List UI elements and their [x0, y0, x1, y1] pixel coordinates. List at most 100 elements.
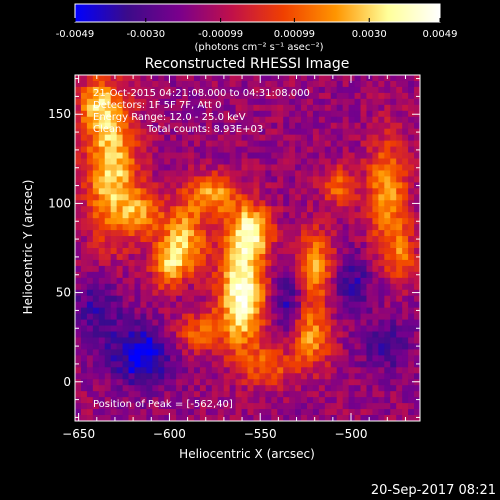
heatmap-cell	[211, 110, 219, 118]
heatmap-cell	[277, 289, 284, 297]
heatmap-cell	[86, 128, 94, 136]
heatmap-cell	[301, 212, 308, 219]
heatmap-cell	[211, 349, 219, 356]
heatmap-cell	[306, 200, 314, 207]
heatmap-cell	[211, 134, 219, 142]
heatmap-cell	[259, 182, 266, 189]
heatmap-cell	[205, 230, 213, 237]
heatmap-cell	[277, 242, 284, 249]
heatmap-cell	[390, 152, 397, 160]
heatmap-cell	[402, 224, 409, 231]
heatmap-cell	[277, 295, 284, 303]
heatmap-cell	[378, 75, 385, 82]
heatmap-cell	[271, 397, 278, 404]
heatmap-cell	[306, 307, 314, 315]
heatmap-cell	[182, 128, 189, 136]
heatmap-cell	[146, 212, 153, 219]
heatmap-cell	[402, 176, 409, 183]
heatmap-cell	[140, 337, 147, 345]
heatmap-cell	[253, 152, 260, 160]
heatmap-cell	[116, 349, 124, 356]
heatmap-cell	[134, 301, 142, 309]
heatmap-cell	[390, 391, 397, 398]
heatmap-cell	[211, 104, 219, 112]
heatmap-cell	[265, 170, 272, 178]
heatmap-cell	[265, 337, 272, 345]
heatmap-cell	[152, 271, 159, 279]
heatmap-cell	[229, 134, 237, 142]
heatmap-cell	[295, 200, 302, 207]
heatmap-cell	[372, 170, 379, 178]
heatmap-cell	[217, 116, 225, 124]
heatmap-cell	[116, 170, 124, 178]
heatmap-cell	[289, 122, 296, 130]
heatmap-cell	[402, 242, 409, 249]
heatmap-cell	[295, 122, 302, 130]
heatmap-cell	[360, 349, 368, 356]
heatmap-cell	[182, 104, 189, 112]
heatmap-cell	[80, 164, 88, 172]
heatmap-cell	[229, 289, 237, 297]
heatmap-cell	[384, 86, 391, 94]
heatmap-cell	[170, 325, 177, 333]
heatmap-cell	[253, 140, 260, 148]
heatmap-cell	[372, 307, 379, 315]
heatmap-cell	[247, 212, 255, 219]
heatmap-cell	[336, 218, 344, 225]
heatmap-cell	[247, 337, 255, 345]
heatmap-cell	[188, 242, 195, 249]
heatmap-cell	[312, 104, 320, 112]
heatmap-cell	[271, 379, 278, 386]
heatmap-cell	[265, 271, 272, 279]
heatmap-cell	[265, 313, 272, 321]
heatmap-cell	[306, 289, 314, 297]
heatmap-cell	[312, 343, 320, 351]
heatmap-cell	[324, 206, 332, 213]
heatmap-cell	[75, 295, 82, 303]
heatmap-cell	[146, 86, 153, 94]
heatmap-cell	[372, 242, 379, 249]
heatmap-cell	[152, 92, 159, 100]
heatmap-cell	[188, 98, 195, 106]
heatmap-cell	[289, 337, 296, 345]
heatmap-cell	[318, 86, 326, 94]
heatmap-cell	[152, 403, 159, 410]
heatmap-cell	[140, 248, 147, 255]
heatmap-cell	[289, 283, 296, 291]
heatmap-cell	[336, 415, 344, 421]
heatmap-cell	[86, 116, 94, 124]
heatmap-cell	[348, 337, 356, 345]
heatmap-cell	[348, 277, 356, 285]
heatmap-cell	[134, 230, 142, 237]
heatmap-cell	[384, 224, 391, 231]
heatmap-cell	[146, 236, 153, 243]
heatmap-cell	[360, 385, 368, 392]
heatmap-cell	[301, 92, 308, 100]
heatmap-cell	[104, 259, 112, 267]
heatmap-cell	[241, 200, 249, 207]
heatmap-cell	[110, 212, 118, 219]
heatmap-cell	[86, 397, 94, 404]
heatmap-cell	[289, 361, 296, 368]
heatmap-cell	[360, 194, 368, 201]
heatmap-cell	[176, 343, 183, 351]
heatmap-cell	[271, 367, 278, 374]
heatmap-cell	[128, 253, 136, 261]
heatmap-cell	[193, 265, 201, 273]
heatmap-cell	[396, 337, 403, 345]
heatmap-cell	[128, 331, 136, 339]
heatmap-cell	[170, 164, 177, 172]
heatmap-cell	[229, 206, 237, 213]
heatmap-cell	[164, 343, 171, 351]
heatmap-cell	[199, 385, 207, 392]
heatmap-cell	[277, 307, 284, 315]
heatmap-cell	[128, 265, 136, 273]
heatmap-cell	[116, 128, 124, 136]
heatmap-cell	[116, 75, 124, 82]
heatmap-cell	[205, 343, 213, 351]
heatmap-cell	[182, 367, 189, 374]
heatmap-cell	[271, 122, 278, 130]
heatmap-cell	[146, 188, 153, 195]
heatmap-cell	[86, 409, 94, 416]
heatmap-cell	[271, 164, 278, 172]
